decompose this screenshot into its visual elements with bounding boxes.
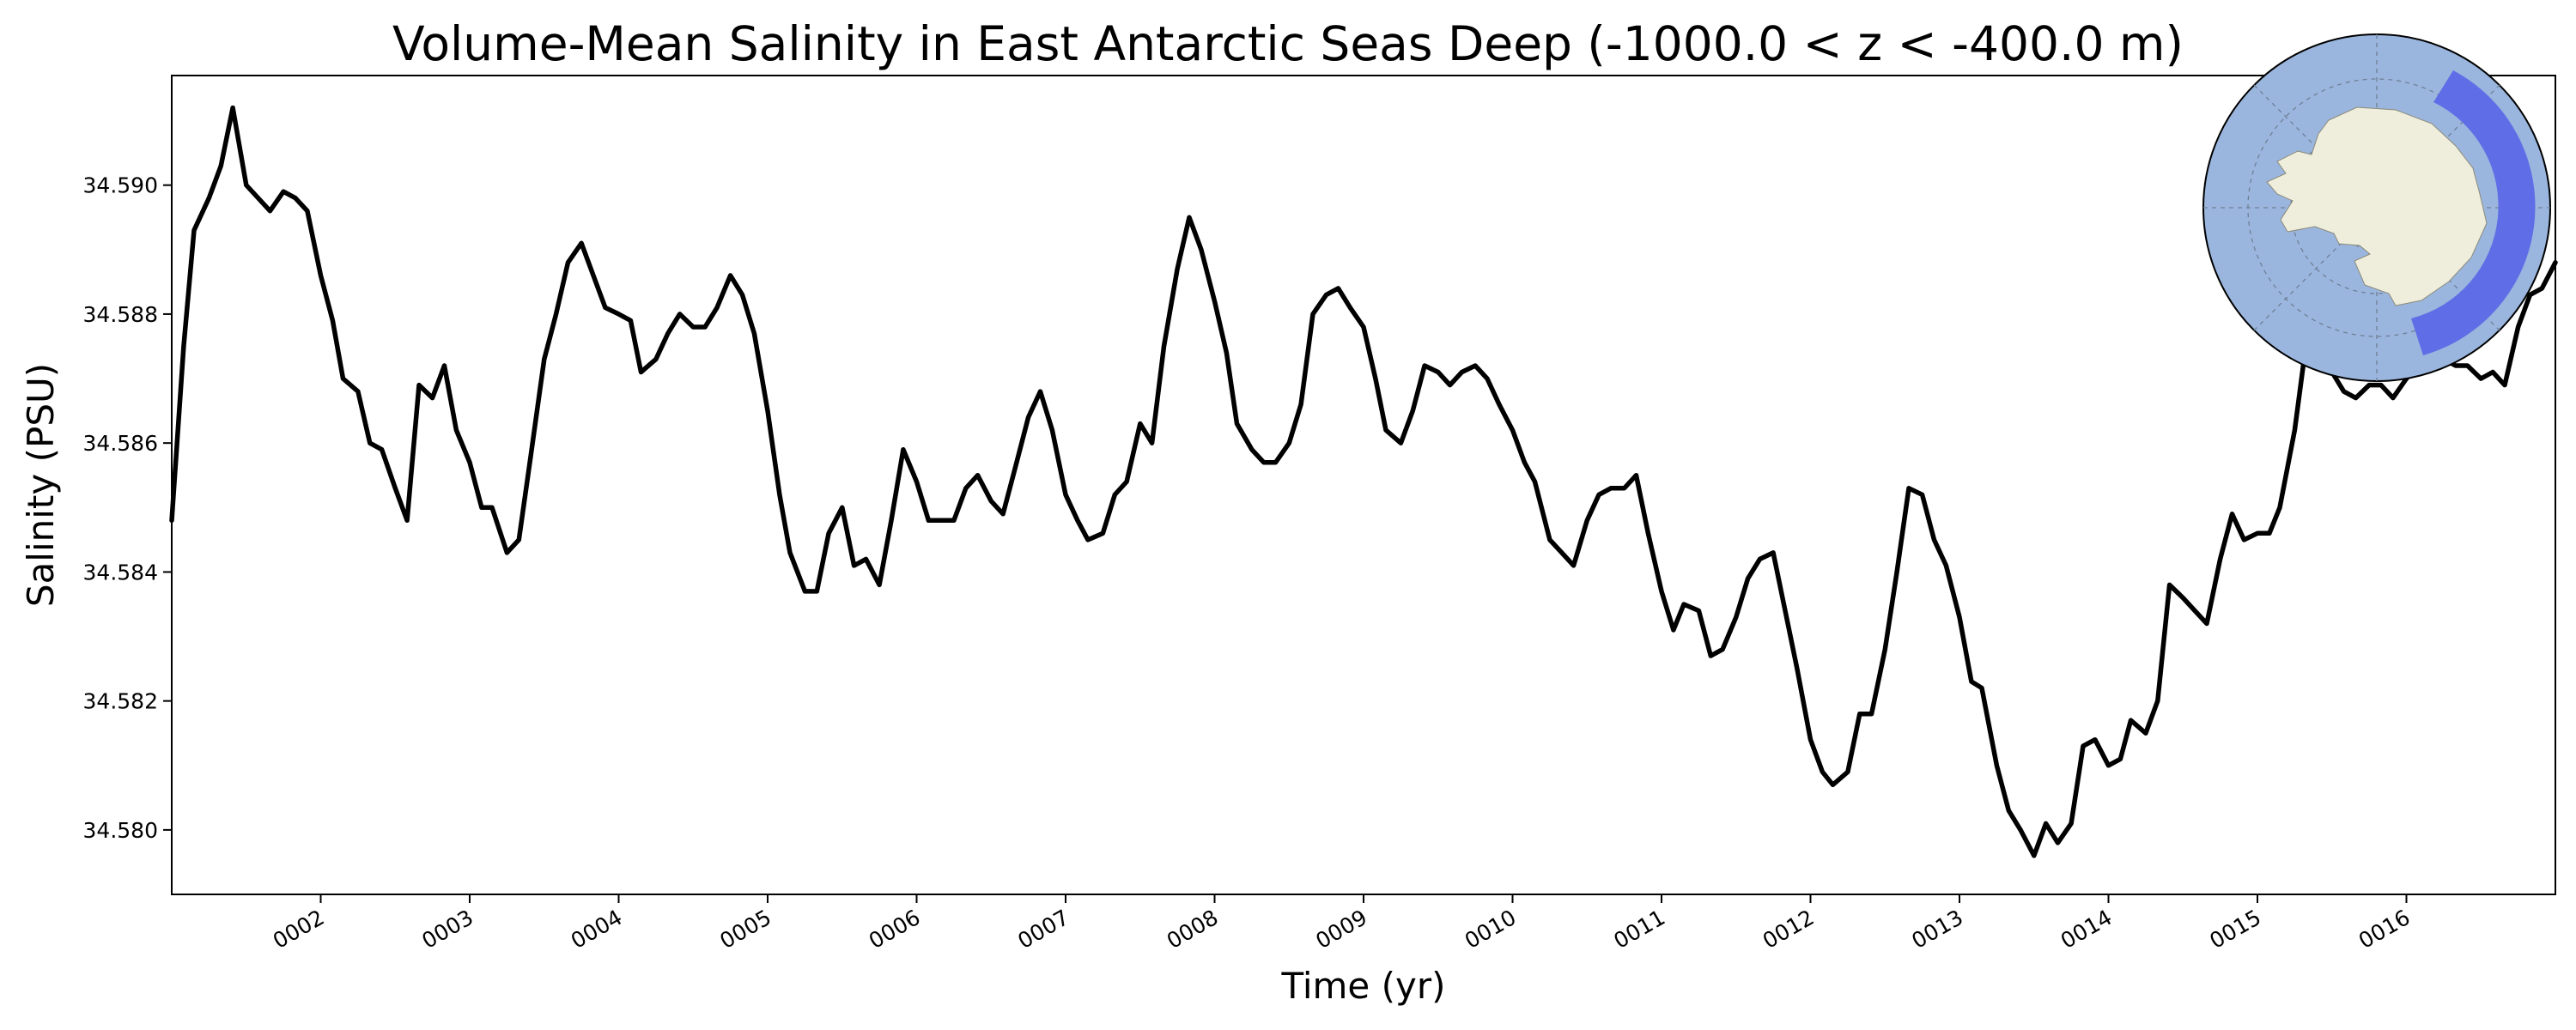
x-tick-label: 0013 bbox=[1907, 905, 1967, 954]
x-tick-label: 0014 bbox=[2057, 905, 2117, 954]
antarctica-region-map-icon bbox=[2202, 33, 2551, 382]
chart-title: Volume-Mean Salinity in East Antarctic S… bbox=[392, 16, 2184, 71]
y-tick-label: 34.586 bbox=[83, 431, 158, 456]
x-tick-label: 0011 bbox=[1609, 905, 1669, 954]
y-axis-label: Salinity (PSU) bbox=[20, 363, 62, 607]
x-tick-label: 0002 bbox=[269, 905, 329, 954]
x-tick-label: 0015 bbox=[2205, 905, 2265, 954]
x-tick-label: 0004 bbox=[567, 905, 627, 954]
x-tick-label: 0010 bbox=[1461, 905, 1521, 954]
x-axis-label: Time (yr) bbox=[1280, 965, 1445, 1007]
x-tick-label: 0016 bbox=[2354, 905, 2415, 954]
east-antarctic-seas-region bbox=[2411, 70, 2536, 355]
x-tick-label: 0006 bbox=[865, 905, 925, 954]
plot-frame bbox=[171, 75, 2556, 895]
plot-area: 34.580 34.582 34.584 34.586 34.588 34.590 000… bbox=[83, 75, 2558, 954]
y-tick-label: 34.582 bbox=[83, 689, 158, 714]
x-tick-label: 0009 bbox=[1311, 905, 1371, 954]
y-axis-ticks: 34.580 34.582 34.584 34.586 34.588 34.590 bbox=[83, 173, 172, 843]
x-axis-ticks: 0002 0003 0004 0005 0006 0007 0008 0009 0010 0011… bbox=[269, 894, 2415, 954]
y-tick-label: 34.584 bbox=[83, 560, 158, 585]
salinity-series-line bbox=[169, 105, 2558, 858]
x-tick-label: 0012 bbox=[1759, 905, 1819, 954]
x-tick-label: 0003 bbox=[417, 905, 477, 954]
x-tick-label: 0008 bbox=[1163, 905, 1223, 954]
antarctica-land bbox=[2266, 106, 2488, 306]
x-tick-label: 0007 bbox=[1013, 905, 1073, 954]
y-tick-label: 34.590 bbox=[83, 173, 158, 198]
y-tick-label: 34.588 bbox=[83, 302, 158, 327]
y-tick-label: 34.580 bbox=[83, 818, 158, 843]
x-tick-label: 0005 bbox=[715, 905, 775, 954]
